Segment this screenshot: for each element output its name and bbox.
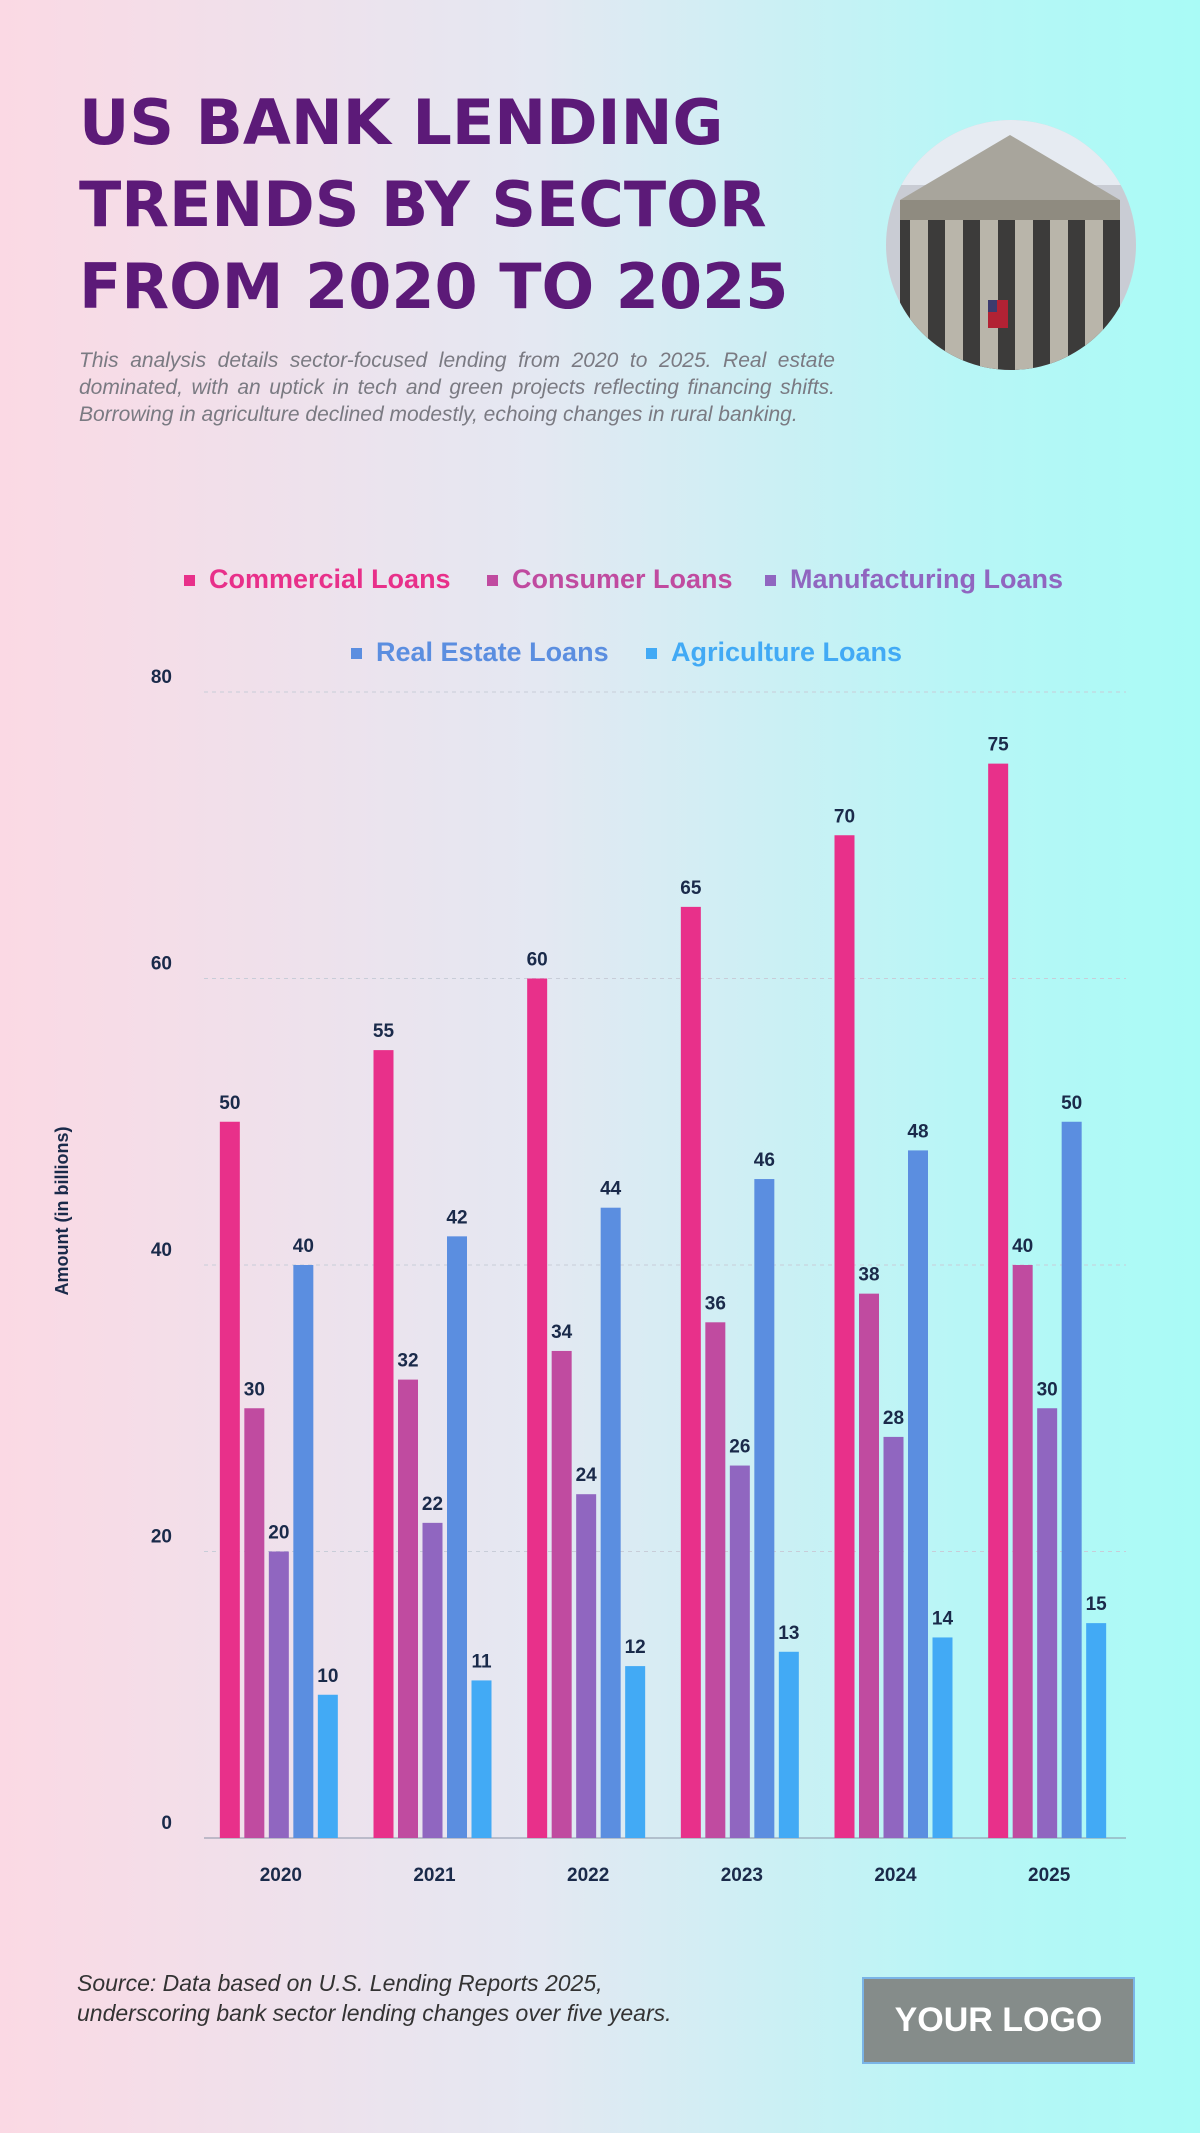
x-tick-label: 2025 bbox=[1028, 1865, 1071, 1886]
bar bbox=[988, 763, 1009, 1838]
value-label: 22 bbox=[422, 1494, 443, 1515]
bar bbox=[834, 835, 855, 1838]
value-label: 10 bbox=[317, 1666, 338, 1687]
value-label: 44 bbox=[600, 1179, 622, 1200]
legend-swatch bbox=[646, 648, 657, 659]
chart: 0 20 40 60 80 Amount (in billions) Commercial … bbox=[52, 120, 1136, 1886]
photo bbox=[886, 120, 1136, 370]
bar bbox=[576, 1494, 597, 1838]
value-label: 30 bbox=[1037, 1379, 1058, 1400]
legend-label: Consumer Loans bbox=[512, 564, 733, 594]
bar bbox=[471, 1680, 492, 1838]
y-axis-label: Amount (in billions) bbox=[52, 1127, 72, 1296]
bar bbox=[527, 978, 548, 1838]
value-label: 28 bbox=[883, 1408, 904, 1429]
bar bbox=[705, 1322, 726, 1838]
bar bbox=[1037, 1408, 1058, 1838]
bar bbox=[1012, 1265, 1033, 1838]
value-label: 14 bbox=[932, 1608, 954, 1629]
legend-swatch bbox=[487, 575, 498, 586]
subtitle: This analysis details sector-focused len… bbox=[79, 349, 835, 426]
value-label: 38 bbox=[858, 1265, 879, 1286]
bar bbox=[754, 1179, 775, 1838]
value-label: 40 bbox=[293, 1236, 314, 1257]
bar bbox=[680, 906, 701, 1838]
bar bbox=[447, 1236, 467, 1838]
x-tick-label: 2023 bbox=[721, 1865, 763, 1886]
y-tick-label: 0 bbox=[161, 1813, 172, 1834]
x-tick-label: 2024 bbox=[874, 1865, 917, 1886]
y-tick-label: 20 bbox=[151, 1527, 172, 1548]
value-label: 13 bbox=[778, 1623, 799, 1644]
legend-label: Real Estate Loans bbox=[376, 637, 609, 667]
value-label: 55 bbox=[373, 1021, 395, 1042]
x-tick-label: 2022 bbox=[567, 1865, 609, 1886]
bar bbox=[932, 1637, 953, 1838]
bar bbox=[551, 1350, 572, 1838]
bar bbox=[883, 1436, 904, 1838]
value-label: 46 bbox=[754, 1150, 775, 1171]
logo[interactable]: YOUR LOGO bbox=[862, 1977, 1135, 2064]
legend-swatch bbox=[184, 575, 195, 586]
bar bbox=[244, 1408, 265, 1838]
y-tick-label: 60 bbox=[151, 954, 172, 975]
value-label: 65 bbox=[680, 878, 702, 899]
value-label: 15 bbox=[1086, 1594, 1108, 1615]
bar bbox=[859, 1293, 879, 1838]
x-tick-label: 2021 bbox=[413, 1865, 456, 1886]
value-label: 42 bbox=[446, 1207, 467, 1228]
value-label: 32 bbox=[397, 1351, 418, 1372]
bar bbox=[908, 1150, 928, 1838]
value-label: 50 bbox=[219, 1093, 240, 1114]
bar bbox=[778, 1651, 799, 1838]
bar bbox=[422, 1522, 443, 1838]
bar bbox=[1061, 1121, 1082, 1838]
bar bbox=[600, 1207, 621, 1838]
value-label: 70 bbox=[834, 806, 855, 827]
value-label: 40 bbox=[1012, 1236, 1033, 1257]
bar bbox=[293, 1265, 314, 1838]
value-label: 36 bbox=[705, 1293, 726, 1314]
bar bbox=[268, 1551, 289, 1838]
bar bbox=[398, 1379, 418, 1838]
value-label: 48 bbox=[907, 1121, 928, 1142]
value-label: 11 bbox=[471, 1651, 492, 1672]
value-label: 60 bbox=[527, 950, 548, 971]
value-label: 24 bbox=[576, 1465, 598, 1486]
bar bbox=[625, 1666, 646, 1838]
legend-label: Manufacturing Loans bbox=[790, 564, 1063, 594]
bar bbox=[373, 1050, 394, 1838]
source: Source: Data based on U.S. Lending Repor… bbox=[77, 1970, 672, 2026]
title: US BANK LENDING TRENDS BY SECTOR FROM 20… bbox=[79, 86, 789, 323]
x-tick-label: 2020 bbox=[260, 1865, 302, 1886]
value-label: 12 bbox=[625, 1637, 646, 1658]
value-label: 50 bbox=[1061, 1093, 1082, 1114]
legend-label: Agriculture Loans bbox=[671, 637, 902, 667]
value-label: 26 bbox=[729, 1437, 750, 1458]
value-label: 75 bbox=[988, 735, 1010, 756]
legend-swatch bbox=[765, 575, 776, 586]
bar bbox=[219, 1121, 240, 1838]
bar bbox=[317, 1694, 338, 1838]
value-label: 34 bbox=[551, 1322, 573, 1343]
value-label: 20 bbox=[268, 1523, 289, 1544]
y-tick-label: 40 bbox=[151, 1240, 172, 1261]
bar bbox=[1086, 1623, 1107, 1838]
bar bbox=[729, 1465, 750, 1838]
y-tick-label: 80 bbox=[151, 667, 172, 688]
legend-swatch bbox=[351, 648, 362, 659]
value-label: 30 bbox=[244, 1379, 265, 1400]
legend-label: Commercial Loans bbox=[209, 564, 451, 594]
